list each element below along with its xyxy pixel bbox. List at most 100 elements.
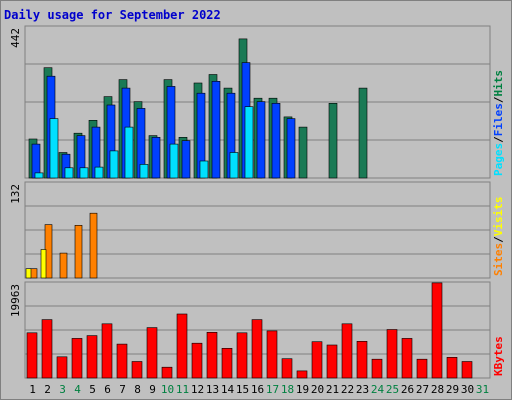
legend-separator: / [492,96,505,103]
x-tick-label: 17 [266,383,279,396]
legend-separator: / [492,136,505,143]
x-tick-label: 19 [296,383,309,396]
x-tick-label: 24 [371,383,385,396]
x-tick-label: 21 [326,383,339,396]
sites-bar-day-3 [59,252,68,279]
kbytes-bar-day-16 [251,319,263,379]
pages-bar-day-2 [49,118,59,179]
panel-3: 19963 KBytes [9,281,505,379]
kbytes-bar-day-12 [191,342,203,379]
kbytes-bar-day-6 [101,323,113,379]
kbytes-bar-day-25 [386,329,398,379]
x-tick-label: 6 [104,383,111,396]
kbytes-bar-day-8 [131,361,143,379]
kbytes-bar-day-17 [266,330,278,379]
kbytes-bar-day-29 [446,356,458,379]
x-tick-label: 13 [206,383,219,396]
legend-pages: Pages [492,143,505,176]
kbytes-bar-day-1 [26,332,38,379]
kbytes-bar-day-18 [281,358,293,379]
kbytes-bar-day-15 [236,332,248,379]
x-tick-label: 30 [461,383,474,396]
files-bar-day-13 [211,81,221,179]
legend-files: Files [492,103,505,136]
pages-bar-day-15 [244,106,254,179]
x-tick-label: 1 [29,383,36,396]
legend-separator: / [492,236,505,243]
hits-bar-day-23 [358,87,368,179]
pages-bar-day-10 [169,143,179,179]
kbytes-bar-day-20 [311,341,323,379]
kbytes-bar-day-3 [56,356,68,379]
y-max-label: 19963 [9,284,22,317]
series-legend: Pages/Files/Hits [492,70,505,176]
pages-bar-day-14 [229,152,239,179]
x-tick-label: 3 [59,383,66,396]
x-tick-label: 29 [446,383,459,396]
files-bar-day-16 [256,101,266,179]
x-tick-label: 7 [119,383,126,396]
files-bar-day-9 [151,137,161,179]
panel-2: 132 Sites/Visits [9,181,505,279]
kbytes-bar-day-30 [461,361,473,379]
kbytes-bar-day-26 [401,338,413,379]
kbytes-bar-day-23 [356,340,368,379]
x-tick-label: 31 [476,383,489,396]
legend-kbytes: KBytes [492,336,505,376]
series-legend: KBytes [492,336,505,376]
kbytes-bar-day-27 [416,358,428,379]
kbytes-bar-day-9 [146,327,158,379]
x-tick-label: 28 [431,383,444,396]
x-tick-label: 25 [386,383,399,396]
x-tick-label: 14 [221,383,235,396]
x-tick-label: 9 [149,383,156,396]
kbytes-bar-day-5 [86,335,98,379]
legend-visits: Visits [492,197,505,237]
kbytes-bar-day-24 [371,358,383,379]
x-tick-label: 11 [176,383,189,396]
x-tick-label: 4 [74,383,81,396]
x-tick-label: 27 [416,383,429,396]
files-bar-day-18 [286,118,296,179]
series-legend: Sites/Visits [492,197,505,277]
x-tick-label: 26 [401,383,414,396]
x-tick-label: 16 [251,383,264,396]
kbytes-bar-day-28 [431,282,443,379]
pages-bar-day-12 [199,160,209,179]
x-tick-label: 23 [356,383,369,396]
pages-bar-day-8 [139,164,149,179]
x-tick-label: 20 [311,383,324,396]
x-tick-label: 5 [89,383,96,396]
kbytes-bar-day-10 [161,366,173,379]
kbytes-bar-day-19 [296,370,308,379]
files-bar-day-17 [271,103,281,179]
pages-bar-day-7 [124,126,134,179]
x-axis-labels: 1 2 3 4 5 6 7 8 9 10 11 12 13 14 15 16 17 18 19 20 21 22 23 24 2… [29,383,489,396]
chart-title: Daily usage for September 2022 [4,8,221,22]
chart-panels: 442Pages/Files/Hits132Sites/Visits19963K… [9,25,505,396]
legend-hits: Hits [492,70,505,97]
y-max-label: 132 [9,184,22,204]
y-max-label: 442 [9,28,22,48]
legend-sites: Sites [492,243,505,276]
x-tick-label: 22 [341,383,354,396]
sites-bar-day-4 [74,225,83,279]
hits-bar-day-19 [298,126,308,179]
visits-bar-day-2 [40,249,47,279]
kbytes-bar-day-13 [206,331,218,379]
pages-bar-day-1 [34,172,44,179]
x-tick-label: 8 [134,383,141,396]
x-tick-label: 10 [161,383,174,396]
files-bar-day-11 [181,140,191,179]
hits-bar-day-21 [328,103,338,179]
kbytes-bar-day-4 [71,338,83,379]
kbytes-bar-day-22 [341,323,353,379]
x-tick-label: 15 [236,383,249,396]
x-tick-label: 2 [44,383,51,396]
kbytes-bar-day-21 [326,344,338,379]
sites-bar-day-5 [89,212,98,279]
pages-bar-day-6 [109,150,119,179]
